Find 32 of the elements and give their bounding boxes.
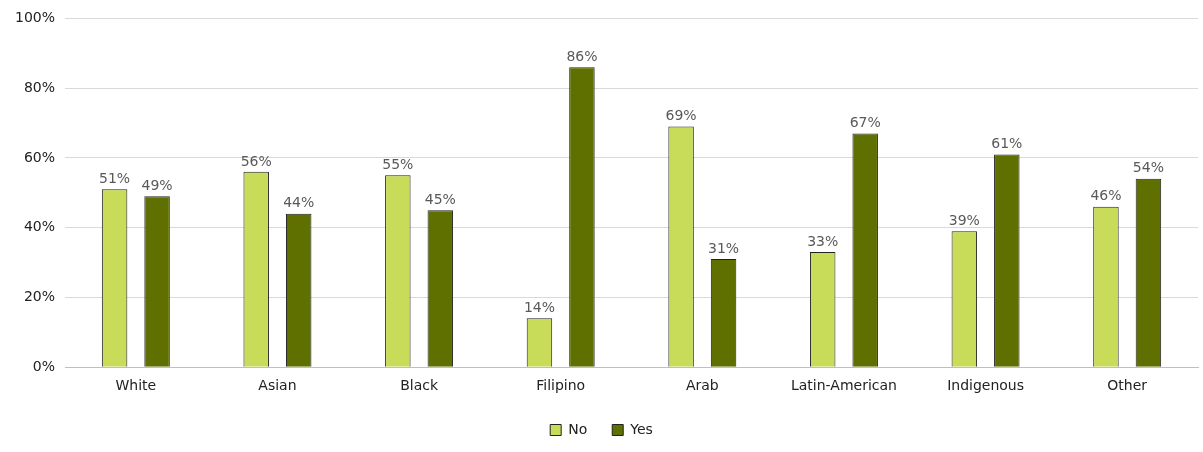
legend-label: No (568, 420, 588, 437)
data-label: 51% (99, 169, 131, 186)
data-label: 61% (991, 135, 1023, 152)
data-label: 14% (523, 299, 556, 316)
x-tick-label: Latin-American (790, 377, 897, 394)
x-tick-label: Indigenous (947, 377, 1025, 394)
data-label: 33% (807, 232, 839, 249)
data-label: 31% (708, 239, 740, 256)
data-label: 86% (566, 47, 598, 64)
data-label: 44% (283, 194, 315, 211)
x-tick-label: White (115, 377, 157, 394)
data-label: 69% (665, 107, 697, 124)
data-label: 45% (424, 190, 456, 207)
data-label: 56% (240, 152, 272, 169)
y-tick-label: 100% (14, 9, 56, 26)
y-tick-label: 0% (32, 357, 56, 374)
y-tick-label: 20% (23, 288, 56, 305)
data-label: 54% (1132, 159, 1164, 176)
data-label: 49% (141, 176, 173, 193)
x-tick-label: Other (1107, 377, 1148, 394)
legend-label: Yes (629, 420, 653, 437)
y-tick-label: 80% (23, 78, 56, 95)
y-tick-label: 40% (23, 218, 56, 235)
data-label: 67% (849, 114, 881, 131)
data-label: 55% (382, 156, 414, 172)
y-tick-label: 60% (23, 148, 56, 165)
data-label: 46% (1090, 187, 1122, 204)
data-label: 39% (948, 211, 980, 228)
x-tick-label: Black (400, 377, 439, 394)
x-tick-label: Arab (685, 377, 719, 394)
x-tick-label: Filipino (536, 377, 586, 394)
x-tick-label: Asian (258, 377, 297, 394)
